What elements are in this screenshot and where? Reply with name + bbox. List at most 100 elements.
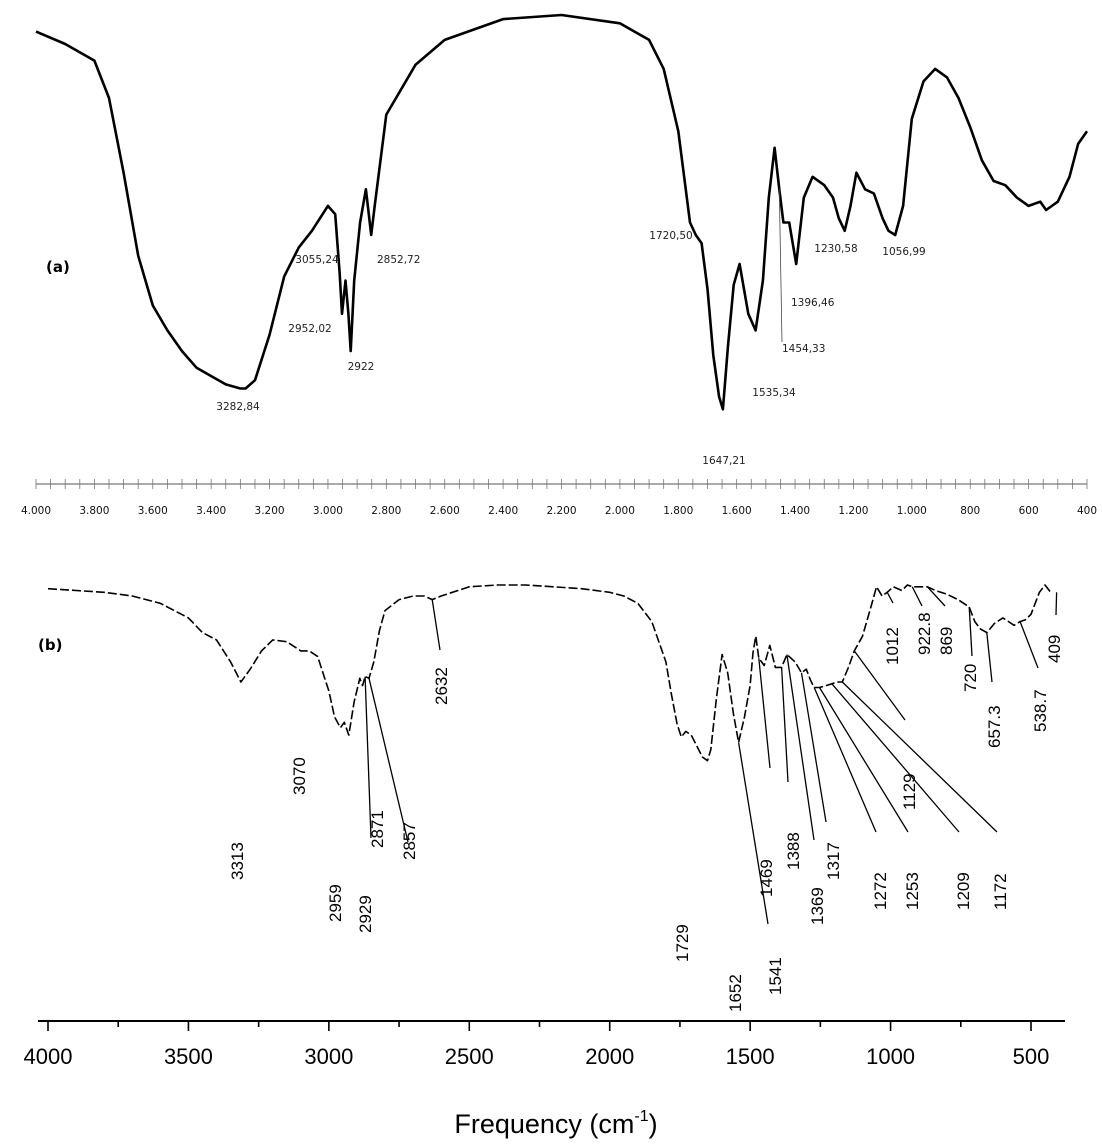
spectrum-a-peak-label: 1056,99 [882, 246, 925, 258]
spectrum-a-peak-label: 3055,24 [295, 254, 339, 266]
spectrum-a-tick-label: 4.000 [21, 505, 51, 517]
spectrum-b-peak-label: 1388 [784, 832, 803, 870]
spectrum-b-leader-line [841, 681, 998, 833]
spectrum-b-peak-label: 1253 [903, 872, 922, 910]
x-axis-title: Frequency (cm-1) [454, 1108, 657, 1139]
spectrum-a-tick-labels: 4.000 3.800 3.600 3.400 3.200 3.000 2.800 2.600… [21, 505, 1097, 517]
spectrum-b-tick-label: 500 [1013, 1044, 1050, 1069]
spectrum-b-peak-label: 869 [937, 627, 956, 655]
spectrum-b-leader-line [431, 599, 441, 651]
spectrum-b-leader-line [818, 687, 909, 833]
spectrum-b-peak-label: 2929 [356, 895, 375, 933]
spectrum-b-x-axis: 4000 3500 3000 2500 2000 1500 1000 500 [24, 1020, 1065, 1069]
spectrum-b-peak-label: 1172 [991, 873, 1010, 910]
spectrum-b-peak-label: 1129 [900, 773, 919, 810]
panel-a-label: (a) [46, 258, 70, 276]
spectrum-b-leader-line [364, 676, 372, 839]
spectrum-b-peak-label: 1272 [871, 872, 890, 910]
spectrum-b-tick-label: 2500 [445, 1044, 494, 1069]
spectrum-b-leader-line [1055, 592, 1058, 616]
spectrum-a-peak-label: 1396,46 [791, 297, 835, 309]
spectrum-b-peak-label: 409 [1045, 635, 1064, 663]
spectrum-a-peak-label: 1535,34 [752, 387, 796, 399]
spectrum-a-tick-label: 3.200 [255, 505, 285, 517]
spectrum-a-tick-label: 2.600 [430, 505, 460, 517]
spectrum-b-leader-line [368, 678, 409, 843]
spectrum-a-peak-label: 2952,02 [288, 323, 331, 335]
spectrum-a-peak-label: 1647,21 [702, 455, 745, 467]
spectrum-b-leader-line [853, 650, 906, 721]
spectrum-b-peak-label: 1369 [808, 887, 827, 925]
spectrum-a-minor-ticks [35, 479, 1088, 489]
spectrum-a-peak-label: 2852,72 [377, 254, 420, 266]
spectrum-b-leader-line [737, 742, 769, 925]
spectrum-b-leader-line [780, 667, 789, 783]
spectrum-a-leader-line [778, 189, 783, 343]
spectrum-b-peak-label: 2959 [326, 884, 345, 922]
spectrum-a-tick-label: 2.800 [371, 505, 401, 517]
spectrum-a-tick-label: 800 [960, 505, 980, 517]
spectrum-b-peak-label: 2632 [432, 667, 451, 705]
spectrum-a-tick-label: 3.400 [196, 505, 226, 517]
spectrum-a-peak-labels: 3282,84 3055,24 2952,02 2922 2852,72 1720,50 1… [216, 189, 926, 467]
spectrum-a-tick-label: 400 [1077, 505, 1097, 517]
spectrum-a-peak-label: 2922 [348, 361, 375, 373]
spectrum-b-leader-line [1019, 621, 1039, 669]
spectrum-b-series-line [47, 584, 1052, 762]
spectrum-b-leader-line [926, 586, 946, 607]
spectrum-b-tick-label: 3000 [304, 1044, 353, 1069]
spectrum-a-peak-label: 1720,50 [649, 230, 692, 242]
spectrum-a-tick-label: 1.800 [663, 505, 693, 517]
spectrum-b-leader-line [986, 632, 993, 683]
spectrum-b-leader-line [886, 591, 894, 604]
spectrum-b-peak-label: 1541 [766, 957, 785, 995]
spectrum-b-peak-label: 1469 [757, 859, 776, 897]
spectrum-b-tick-label: 1000 [866, 1044, 915, 1069]
spectrum-b-peak-label: 2857 [400, 822, 419, 860]
x-axis-title-end: ) [649, 1109, 658, 1139]
spectrum-b-tick-label: 1500 [726, 1044, 775, 1069]
spectrum-b-leader-line [813, 687, 877, 833]
spectrum-a-tick-label: 1.600 [722, 505, 752, 517]
spectrum-a-tick-label: 3.600 [138, 505, 168, 517]
spectrum-b-tick-labels: 4000 3500 3000 2500 2000 1500 1000 500 [24, 1044, 1050, 1069]
spectrum-b-peak-label: 1012 [883, 627, 902, 665]
spectrum-panel-a: (a) 4.000 3.800 3.600 3.400 3.200 3.000 2.800 2… [21, 13, 1097, 517]
spectrum-a-tick-label: 600 [1019, 505, 1039, 517]
spectrum-b-leader-line [911, 586, 923, 607]
spectrum-b-peak-label: 922.8 [915, 612, 934, 655]
spectrum-b-leader-line [831, 683, 960, 833]
spectrum-b-leader-line [758, 658, 771, 769]
spectrum-b-peak-label: 3313 [228, 842, 247, 880]
x-axis-title-superscript: -1 [634, 1108, 648, 1125]
spectrum-b-leader-line [800, 672, 827, 823]
spectrum-a-tick-label: 3.000 [313, 505, 343, 517]
spectrum-b-leader-line [786, 654, 815, 841]
spectrum-a-peak-label: 3282,84 [216, 401, 260, 413]
spectrum-a-series-line [35, 13, 1089, 411]
spectrum-a-tick-label: 2.400 [488, 505, 518, 517]
spectrum-a-tick-label: 1.000 [897, 505, 927, 517]
x-axis-title-main: Frequency (cm [454, 1109, 634, 1139]
spectrum-a-tick-label: 3.800 [79, 505, 109, 517]
spectrum-b-peak-label: 2871 [368, 810, 387, 848]
spectrum-a-peak-label: 1230,58 [814, 243, 857, 255]
spectrum-b-peak-label: 1729 [673, 924, 692, 962]
panel-b-label: (b) [38, 636, 62, 654]
spectrum-b-peak-labels: 3313 3070 2959 2929 2871 2857 2632 1729 1652 1541… [228, 586, 1064, 1012]
spectrum-b-ticks [47, 1021, 1032, 1031]
spectrum-b-peak-label: 1317 [824, 842, 843, 880]
spectrum-a-x-axis: 4.000 3.800 3.600 3.400 3.200 3.000 2.800 2.600… [21, 479, 1097, 517]
spectrum-b-peak-label: 1652 [726, 974, 745, 1012]
spectrum-b-tick-label: 4000 [24, 1044, 73, 1069]
spectrum-a-tick-label: 1.400 [780, 505, 810, 517]
spectrum-b-peak-label: 657.3 [985, 705, 1004, 748]
spectrum-b-peak-label: 3070 [290, 757, 309, 795]
spectrum-a-tick-label: 1.200 [838, 505, 868, 517]
spectrum-b-peak-label: 538.7 [1031, 689, 1050, 732]
spectrum-b-peak-label: 720 [961, 664, 980, 692]
spectrum-b-tick-label: 3500 [164, 1044, 213, 1069]
spectrum-a-tick-label: 2.000 [605, 505, 635, 517]
spectrum-a-peak-label: 1454,33 [782, 343, 825, 355]
